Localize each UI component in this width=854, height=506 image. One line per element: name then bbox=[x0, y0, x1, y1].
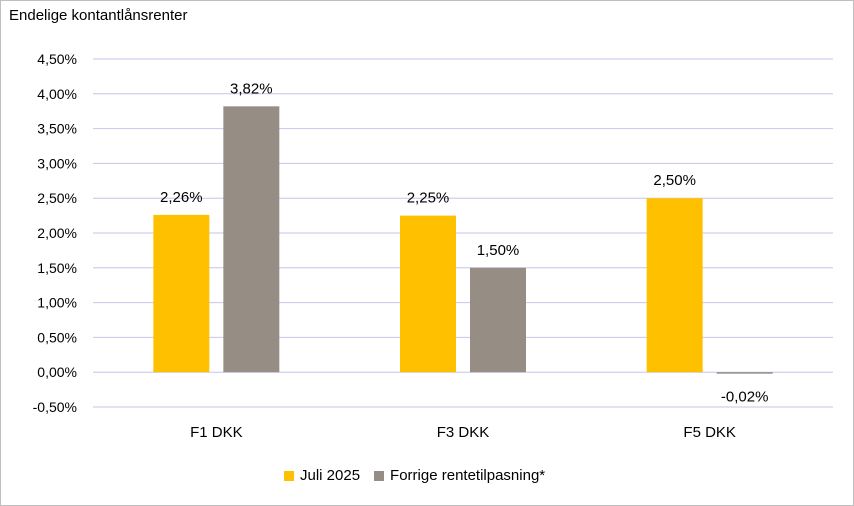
y-tick-label: 4,00% bbox=[37, 86, 77, 102]
data-label: 2,25% bbox=[407, 190, 450, 207]
data-label: 3,82% bbox=[230, 80, 273, 97]
legend-swatch-series-1 bbox=[284, 470, 294, 481]
bar bbox=[400, 215, 456, 373]
x-category-label: F3 DKK bbox=[437, 424, 490, 441]
legend-label-series-2: Forrige rentetilpasning* bbox=[390, 467, 546, 484]
y-tick-label: 0,50% bbox=[37, 329, 77, 345]
y-tick-label: -0,50% bbox=[33, 399, 77, 415]
data-label: 2,26% bbox=[160, 189, 203, 206]
data-label: 1,50% bbox=[477, 242, 520, 259]
bar bbox=[223, 106, 280, 373]
bar bbox=[646, 198, 703, 373]
x-category-label: F1 DKK bbox=[190, 424, 243, 441]
legend-label-series-1: Juli 2025 bbox=[300, 467, 361, 484]
bar bbox=[716, 372, 773, 374]
y-tick-label: 3,50% bbox=[37, 121, 77, 137]
bar bbox=[153, 214, 210, 373]
data-label: -0,02% bbox=[721, 389, 769, 406]
y-tick-label: 4,50% bbox=[37, 51, 77, 67]
data-label: 2,50% bbox=[653, 172, 696, 189]
legend-item-series-1: Juli 2025 bbox=[284, 467, 360, 484]
y-tick-label: 1,00% bbox=[37, 295, 77, 311]
legend-item-series-2: Forrige rentetilpasning* bbox=[374, 467, 545, 484]
chart-title: Endelige kontantlånsrenter bbox=[9, 7, 188, 24]
y-tick-label: 2,00% bbox=[37, 225, 77, 241]
y-tick-label: 3,00% bbox=[37, 155, 77, 171]
legend-swatch-series-2 bbox=[374, 470, 385, 481]
bar bbox=[470, 267, 526, 373]
y-tick-label: 1,50% bbox=[37, 260, 77, 276]
x-category-label: F5 DKK bbox=[683, 424, 736, 441]
y-tick-label: 0,00% bbox=[37, 364, 77, 380]
y-tick-label: 2,50% bbox=[37, 190, 77, 206]
legend: Juli 2025 Forrige rentetilpasning* bbox=[284, 467, 559, 484]
